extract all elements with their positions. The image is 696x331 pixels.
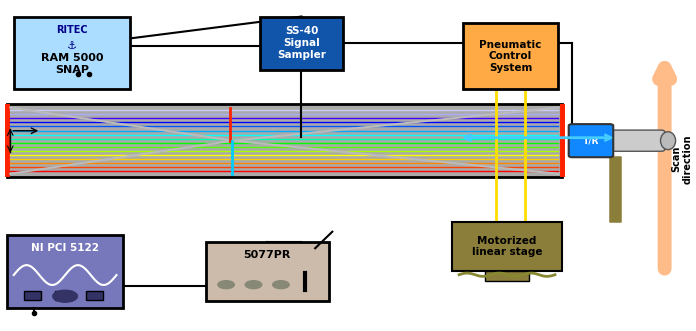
- Bar: [7, 104, 562, 177]
- Circle shape: [273, 281, 289, 289]
- Text: RITEC: RITEC: [56, 25, 88, 35]
- Text: NI PCI 5122: NI PCI 5122: [31, 243, 99, 253]
- FancyBboxPatch shape: [569, 124, 613, 157]
- Text: 5077PR: 5077PR: [244, 250, 291, 260]
- Bar: [86, 291, 103, 300]
- Text: Motorized
linear stage: Motorized linear stage: [472, 236, 542, 258]
- FancyBboxPatch shape: [260, 17, 342, 70]
- Bar: [24, 291, 41, 300]
- Text: Scan
direction: Scan direction: [672, 134, 693, 184]
- Text: Pneumatic
Control
System: Pneumatic Control System: [480, 40, 541, 73]
- Circle shape: [245, 281, 262, 289]
- FancyBboxPatch shape: [463, 23, 558, 89]
- FancyBboxPatch shape: [205, 242, 329, 301]
- Text: SS-40
Signal
Sampler: SS-40 Signal Sampler: [277, 26, 326, 60]
- Text: RAM 5000
SNAP: RAM 5000 SNAP: [40, 53, 103, 75]
- Text: ⚓: ⚓: [67, 41, 77, 51]
- FancyBboxPatch shape: [610, 130, 665, 151]
- Text: T/R: T/R: [583, 136, 599, 145]
- Circle shape: [218, 281, 235, 289]
- FancyBboxPatch shape: [7, 235, 123, 308]
- Circle shape: [53, 290, 77, 302]
- Bar: [55, 291, 72, 300]
- Bar: [485, 271, 529, 281]
- Bar: [5, 104, 10, 177]
- Ellipse shape: [661, 132, 676, 150]
- FancyBboxPatch shape: [14, 17, 130, 89]
- Bar: [560, 104, 564, 177]
- Bar: [452, 222, 562, 271]
